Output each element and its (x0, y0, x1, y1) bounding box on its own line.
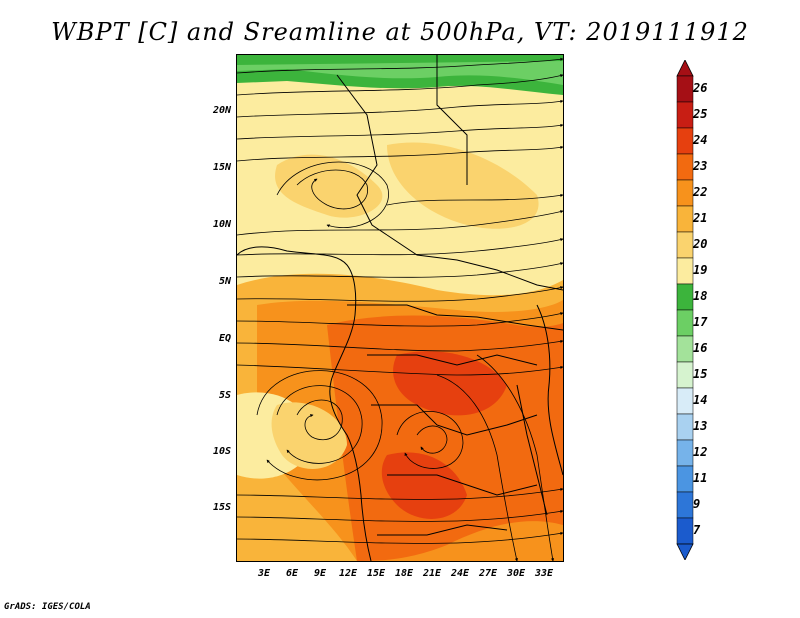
chart-title: WBPT [C] and Sreamline at 500hPa, VT: 20… (51, 18, 749, 46)
lat-label-15s: 15S (212, 502, 231, 513)
lat-label-10s: 10S (212, 446, 231, 457)
lon-label-30e: 30E (506, 568, 526, 579)
lon-label-6e: 6E (285, 568, 299, 579)
lon-label-21e: 21E (422, 568, 442, 579)
colorbar-label-26: 26 (693, 81, 708, 95)
lon-label-27e: 27E (478, 568, 498, 579)
lat-label-10n: 10N (212, 219, 231, 230)
colorbar-label-24: 24 (693, 133, 708, 147)
colorbar-swatch-10 (676, 335, 694, 363)
wbpt-shading-16 (237, 61, 563, 85)
footer-credit: GrADS: IGES/COLA (4, 602, 91, 612)
wbpt-shading-23 (327, 315, 563, 561)
lon-label-12e: 12E (338, 568, 358, 579)
colorbar-label-16: 16 (693, 341, 708, 355)
colorbar-swatch-3 (676, 153, 694, 181)
colorbar-label-25: 25 (693, 107, 708, 121)
colorbar-swatch-17 (676, 517, 694, 545)
wbpt-shading-24a (393, 351, 507, 416)
lon-label-33e: 33E (534, 568, 554, 579)
colorbar-swatch-16 (676, 491, 694, 519)
colorbar-label-19: 19 (693, 263, 708, 277)
colorbar-swatch-6 (676, 231, 694, 259)
colorbar-label-13: 13 (693, 419, 708, 433)
colorbar-label-20: 20 (693, 237, 708, 251)
lon-label-9e: 9E (313, 568, 327, 579)
colorbar-swatch-15 (676, 465, 694, 493)
colorbar-swatch-0 (676, 75, 694, 103)
wbpt-shading-24b (381, 452, 467, 519)
colorbar-bottom-arrow (676, 543, 694, 560)
lon-label-24e: 24E (450, 568, 470, 579)
colorbar (676, 60, 694, 560)
lon-label-15e: 15E (366, 568, 386, 579)
colorbar-label-7: 7 (693, 523, 701, 537)
colorbar-top-arrow (676, 60, 694, 77)
lon-label-3e: 3E (257, 568, 271, 579)
lat-label-5n: 5N (218, 276, 231, 287)
colorbar-label-14: 14 (693, 393, 708, 407)
colorbar-swatch-1 (676, 101, 694, 129)
colorbar-label-18: 18 (693, 289, 708, 303)
lat-label-20n: 20N (212, 105, 231, 116)
streamlines (237, 57, 563, 561)
colorbar-swatch-5 (676, 205, 694, 233)
wbpt-map (237, 55, 563, 561)
colorbar-label-12: 12 (693, 445, 708, 459)
map-panel (236, 54, 564, 562)
wbpt-shading-20b (387, 142, 539, 229)
colorbar-label-15: 15 (693, 367, 708, 381)
colorbar-swatch-7 (676, 257, 694, 285)
colorbar-swatch-4 (676, 179, 694, 207)
colorbar-label-22: 22 (693, 185, 708, 199)
colorbar-label-17: 17 (693, 315, 708, 329)
colorbar-label-11: 11 (693, 471, 708, 485)
colorbar-label-21: 21 (693, 211, 708, 225)
colorbar-swatch-11 (676, 361, 694, 389)
colorbar-swatch-13 (676, 413, 694, 441)
colorbar-swatch-9 (676, 309, 694, 337)
colorbar-swatch-2 (676, 127, 694, 155)
lat-label-5s: 5S (218, 390, 231, 401)
lat-label-eq: EQ (218, 333, 231, 344)
colorbar-label-23: 23 (693, 159, 708, 173)
colorbar-label-9: 9 (693, 497, 701, 511)
lon-label-18e: 18E (394, 568, 414, 579)
country-borders (237, 55, 563, 561)
wbpt-shading-20-vortex (271, 402, 347, 469)
lat-label-15n: 15N (212, 162, 231, 173)
colorbar-swatch-12 (676, 387, 694, 415)
colorbar-swatch-14 (676, 439, 694, 467)
colorbar-swatch-8 (676, 283, 694, 311)
